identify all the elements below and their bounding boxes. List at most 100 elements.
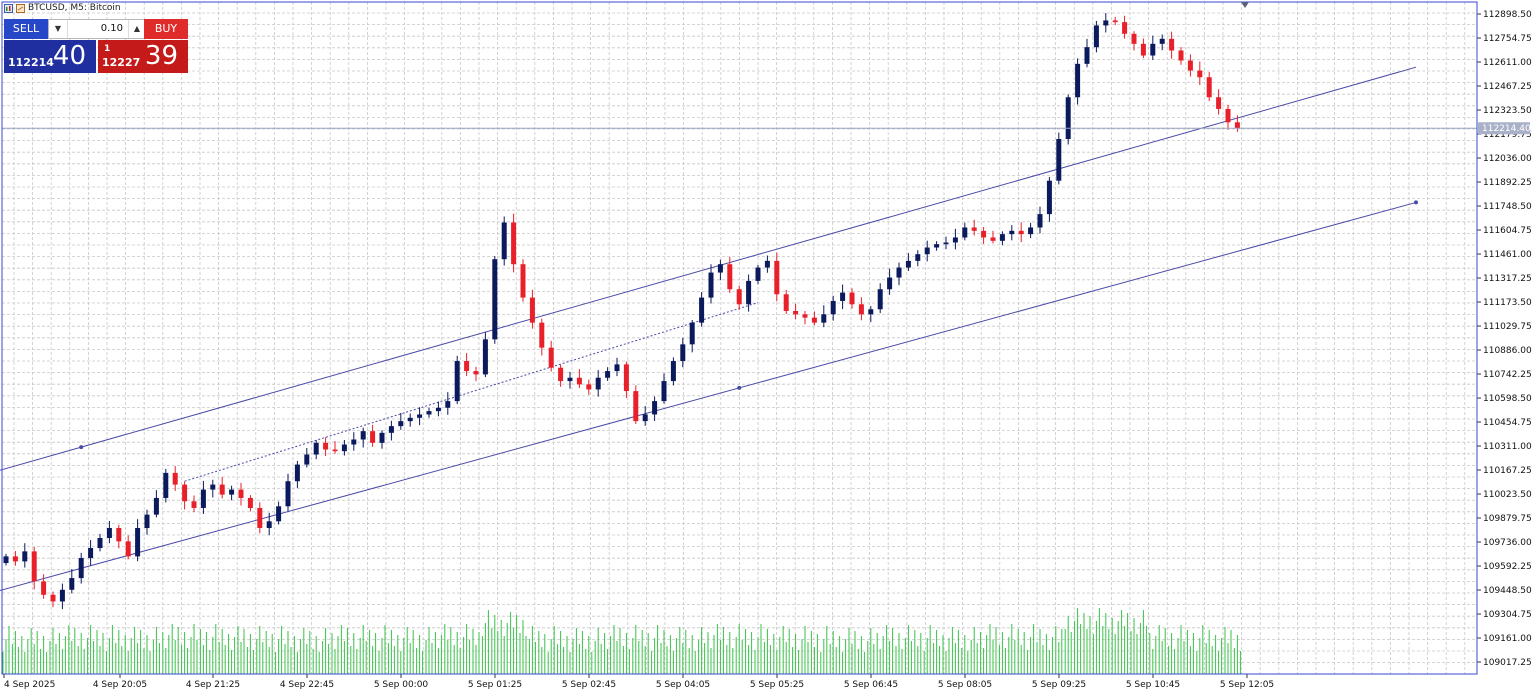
candle-body	[830, 300, 836, 315]
candle-body	[868, 309, 874, 315]
candle-body	[88, 548, 94, 559]
candle-body	[1112, 20, 1118, 23]
symbol-icon	[16, 3, 25, 13]
candle-body	[285, 481, 291, 507]
candle-body	[727, 264, 733, 290]
candle-body	[915, 254, 921, 261]
candle-body	[313, 442, 319, 455]
candle-body	[247, 497, 253, 508]
candle-body	[464, 361, 470, 372]
candle-body	[388, 426, 394, 433]
candle-body	[576, 377, 582, 385]
price-tick-label: 109304.75	[1483, 610, 1532, 620]
candle-body	[736, 289, 742, 305]
time-tick-label: 5 Sep 06:45	[844, 680, 898, 690]
candle-body	[793, 310, 799, 315]
price-tick-label: 110742.25	[1483, 370, 1532, 380]
candle-body	[1056, 138, 1062, 181]
candle-body	[755, 267, 761, 281]
candle-body	[182, 484, 188, 502]
candle-body	[858, 304, 864, 315]
price-tick-label: 110886.00	[1483, 346, 1532, 356]
price-tick-label: 109161.00	[1483, 634, 1532, 644]
candle-body	[1018, 230, 1024, 235]
price-tick-label: 112179.75	[1483, 130, 1532, 140]
candle-body	[1131, 33, 1137, 44]
ask-quote[interactable]: 1 12227 39	[98, 40, 188, 73]
ask-price-pips: 39	[144, 41, 178, 71]
lot-size-field[interactable]: ▼ 0.10 ▲	[48, 19, 146, 39]
lot-size-value[interactable]: 0.10	[100, 23, 123, 34]
candle-body	[266, 521, 272, 528]
candle-body	[50, 594, 56, 602]
time-tick-label: 5 Sep 00:00	[374, 680, 429, 690]
price-axis: 112898.50 112754.75 112611.00 112467.25 1123…	[1477, 10, 1532, 668]
candle-body	[351, 439, 357, 445]
candle-body	[1150, 43, 1156, 56]
candle-body	[774, 260, 780, 295]
chart-window-icon	[4, 3, 13, 13]
candle-body	[294, 464, 300, 482]
candle-body	[999, 234, 1005, 241]
candle-body	[323, 442, 329, 450]
lot-increase-icon[interactable]: ▲	[128, 20, 145, 38]
candle-body	[1159, 38, 1165, 44]
candle-body	[144, 514, 150, 528]
candle-body	[943, 242, 949, 245]
candle-body	[12, 556, 18, 562]
price-tick-label: 111892.25	[1483, 178, 1532, 188]
candle-body	[529, 297, 535, 323]
channel-median-line	[184, 302, 759, 482]
channel-anchor-point	[1414, 200, 1418, 205]
candle-body	[116, 527, 122, 542]
candle-body	[1093, 25, 1099, 48]
channel-lines[interactable]	[0, 66, 1418, 592]
price-tick-label: 112898.50	[1483, 10, 1532, 20]
price-tick-label: 111173.50	[1483, 298, 1532, 308]
channel-anchor-point	[79, 445, 84, 450]
candle-body	[595, 377, 601, 390]
sell-button[interactable]: SELL	[4, 19, 48, 39]
candle-body	[567, 377, 573, 382]
candle-body	[407, 417, 413, 422]
lot-dropdown-icon[interactable]: ▼	[49, 20, 68, 38]
candle-body	[219, 484, 225, 495]
candle-body	[1169, 38, 1175, 51]
time-axis: 4 Sep 2025 4 Sep 20:05 4 Sep 21:25 4 Sep 22…	[3, 674, 1274, 690]
candle-body	[962, 227, 968, 238]
candle-body	[1197, 70, 1203, 78]
candle-body	[1009, 230, 1015, 235]
current-price-tag	[1478, 122, 1530, 135]
candle-body	[746, 280, 752, 305]
candle-body	[1103, 20, 1109, 26]
candle-body	[981, 230, 987, 238]
ask-price-prefix: 12227	[102, 56, 141, 69]
candle-body	[1122, 22, 1128, 34]
candle-body	[360, 431, 366, 440]
candlesticks	[3, 13, 1240, 610]
candle-body	[934, 244, 940, 248]
chart-frame	[1, 1, 1478, 675]
candle-body	[200, 489, 206, 508]
volume-bars	[2, 608, 1241, 674]
candle-body	[501, 222, 507, 260]
price-tick-label: 112611.00	[1483, 58, 1532, 68]
candle-body	[492, 259, 498, 340]
time-tick-label: 4 Sep 21:25	[186, 680, 240, 690]
channel-line	[0, 201, 1417, 592]
candle-body	[1065, 97, 1071, 139]
time-tick-label: 5 Sep 01:25	[468, 680, 522, 690]
bid-price-prefix: 112214	[8, 56, 54, 69]
candle-body	[586, 384, 592, 390]
candle-body	[1084, 47, 1090, 64]
candle-body	[276, 506, 282, 522]
price-tick-label: 110023.50	[1483, 490, 1532, 500]
candle-body	[341, 444, 347, 452]
candle-body	[1075, 63, 1081, 98]
price-tick-label: 111748.50	[1483, 202, 1532, 212]
candle-body	[435, 407, 441, 412]
bid-quote[interactable]: 112214 40	[4, 40, 96, 73]
buy-button[interactable]: BUY	[144, 19, 188, 39]
candle-body	[642, 414, 648, 422]
